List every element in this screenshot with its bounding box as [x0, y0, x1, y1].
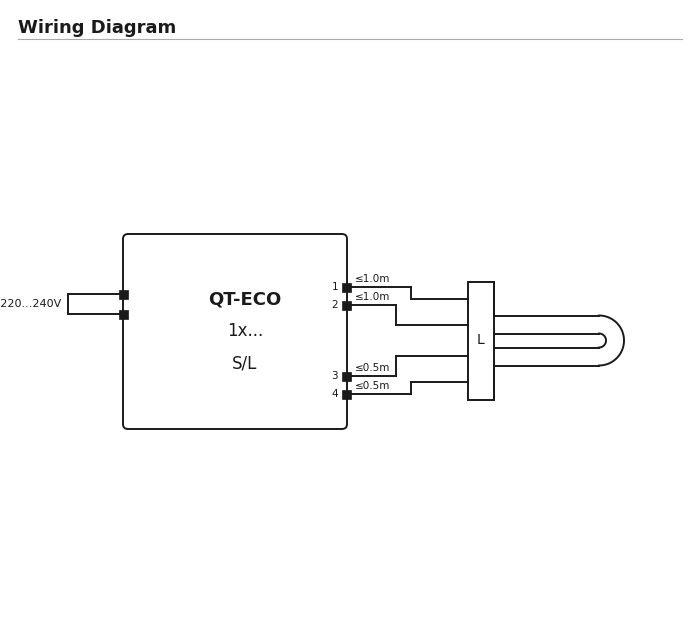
Text: 1: 1: [331, 282, 338, 292]
Text: QT-ECO: QT-ECO: [209, 291, 281, 309]
Text: ~220...240V: ~220...240V: [0, 299, 62, 309]
Text: 2: 2: [331, 300, 338, 310]
Text: S/L: S/L: [232, 355, 258, 373]
Bar: [342, 300, 351, 309]
Text: 1x...: 1x...: [227, 323, 263, 341]
Text: ≤1.0m: ≤1.0m: [355, 292, 391, 302]
FancyBboxPatch shape: [123, 234, 347, 429]
Text: Wiring Diagram: Wiring Diagram: [18, 19, 176, 37]
Text: 4: 4: [331, 389, 338, 399]
Bar: [119, 309, 128, 318]
Bar: [468, 282, 494, 399]
Bar: [342, 390, 351, 399]
Bar: [342, 371, 351, 380]
Text: ≤1.0m: ≤1.0m: [355, 274, 391, 284]
Text: ≤0.5m: ≤0.5m: [355, 381, 391, 391]
Bar: [342, 282, 351, 291]
Text: ≤0.5m: ≤0.5m: [355, 363, 391, 373]
Text: L: L: [477, 334, 485, 348]
Text: 3: 3: [331, 371, 338, 381]
Bar: [119, 289, 128, 298]
